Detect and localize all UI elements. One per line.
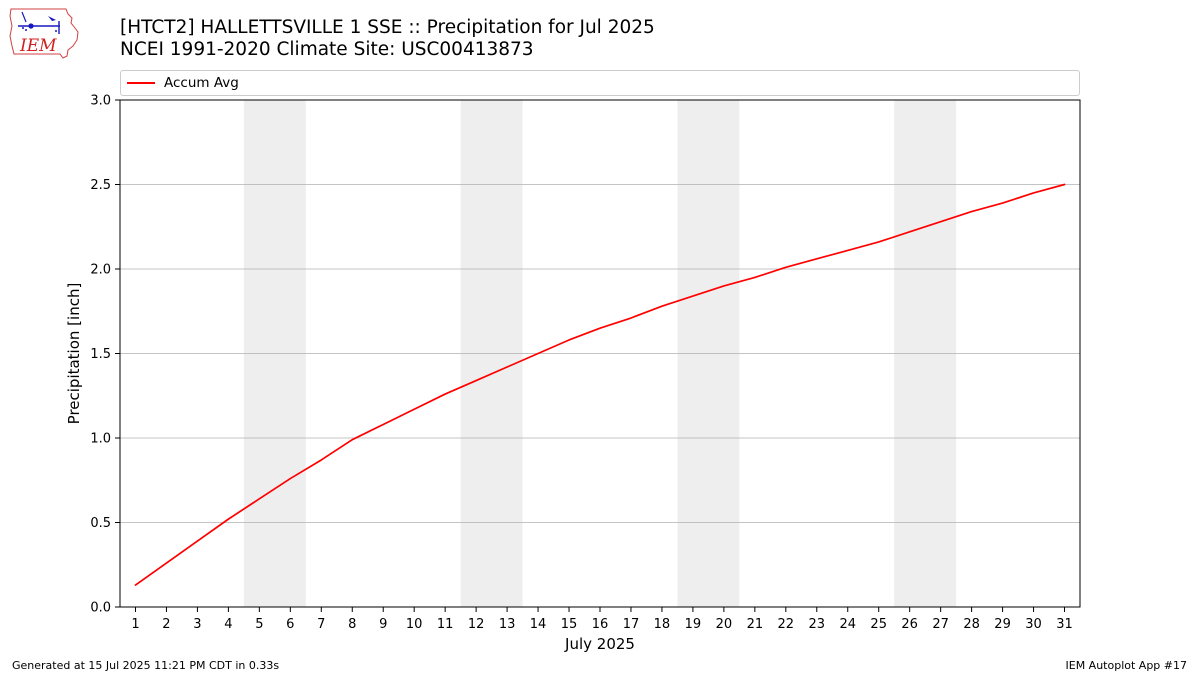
x-tick-label-3: 3 bbox=[193, 617, 201, 632]
x-tick-label-6: 6 bbox=[286, 617, 294, 632]
x-tick-label-7: 7 bbox=[317, 617, 325, 632]
generated-timestamp: Generated at 15 Jul 2025 11:21 PM CDT in… bbox=[12, 659, 280, 672]
data-point-day-28 bbox=[971, 210, 973, 213]
x-tick-label-18: 18 bbox=[654, 617, 671, 632]
data-point-day-31 bbox=[1063, 183, 1066, 186]
data-point-day-7 bbox=[320, 459, 322, 461]
data-point-day-8 bbox=[351, 439, 353, 441]
data-point-day-11 bbox=[444, 393, 446, 395]
y-tick-label-1: 0.5 bbox=[90, 516, 111, 531]
x-tick-label-10: 10 bbox=[406, 617, 423, 632]
data-point-day-22 bbox=[785, 266, 787, 268]
series-layer bbox=[134, 183, 1066, 586]
x-tick-label-20: 20 bbox=[716, 617, 733, 632]
x-tick-label-11: 11 bbox=[437, 617, 454, 632]
x-tick-label-27: 27 bbox=[932, 617, 949, 632]
x-tick-label-4: 4 bbox=[224, 617, 232, 632]
data-point-day-18 bbox=[661, 305, 663, 307]
data-point-day-21 bbox=[754, 276, 756, 279]
x-tick-label-21: 21 bbox=[747, 617, 764, 632]
x-tick-label-30: 30 bbox=[1025, 617, 1042, 632]
data-point-day-23 bbox=[816, 258, 818, 260]
data-point-day-9 bbox=[382, 423, 384, 426]
legend-label-accum-avg: Accum Avg bbox=[164, 75, 239, 91]
iem-logo: IEM bbox=[9, 8, 79, 59]
data-point-day-6 bbox=[289, 477, 291, 480]
x-axis-label: July 2025 bbox=[564, 635, 635, 653]
x-tick-label-23: 23 bbox=[809, 617, 826, 632]
x-tick-label-8: 8 bbox=[348, 617, 356, 632]
x-tick-label-15: 15 bbox=[561, 617, 578, 632]
legend: Accum Avg bbox=[120, 70, 1080, 96]
y-tick-label-0: 0.0 bbox=[90, 601, 111, 616]
x-tick-label-25: 25 bbox=[870, 617, 887, 632]
x-tick-label-29: 29 bbox=[994, 617, 1011, 632]
logo-text: IEM bbox=[19, 36, 57, 56]
data-point-day-16 bbox=[599, 327, 601, 329]
x-tick-label-14: 14 bbox=[530, 617, 547, 632]
data-point-day-13 bbox=[506, 366, 508, 368]
data-point-day-15 bbox=[568, 339, 570, 341]
data-point-day-14 bbox=[537, 352, 539, 355]
y-tick-label-5: 2.5 bbox=[90, 178, 111, 193]
x-axis-ticks: 1 2 3 4 5 6 7 8 9 10 11 12 13 14 15 16 17 18 19 20 21 22 23 24 2… bbox=[131, 607, 1073, 632]
x-tick-label-22: 22 bbox=[778, 617, 795, 632]
app-id: IEM Autoplot App #17 bbox=[1065, 659, 1188, 672]
x-tick-label-1: 1 bbox=[131, 617, 139, 632]
y-tick-label-6: 3.0 bbox=[90, 94, 111, 109]
x-tick-label-16: 16 bbox=[592, 617, 609, 632]
data-point-day-29 bbox=[1001, 202, 1004, 204]
chart-title: [HTCT2] HALLETTSVILLE 1 SSE :: Precipita… bbox=[120, 17, 655, 38]
y-axis-label: Precipitation [inch] bbox=[65, 283, 83, 425]
y-gridlines bbox=[120, 184, 1080, 523]
data-point-day-25 bbox=[878, 241, 880, 243]
x-tick-label-28: 28 bbox=[963, 617, 980, 632]
data-point-day-12 bbox=[475, 379, 477, 382]
x-tick-label-26: 26 bbox=[901, 617, 918, 632]
x-tick-label-12: 12 bbox=[468, 617, 485, 632]
y-axis-ticks: 0.0 0.5 1.0 1.5 2.0 2.5 3.0 bbox=[90, 94, 120, 616]
data-point-day-10 bbox=[413, 408, 415, 410]
x-tick-label-5: 5 bbox=[255, 617, 263, 632]
y-tick-label-2: 1.0 bbox=[90, 432, 111, 447]
x-tick-label-9: 9 bbox=[379, 617, 387, 632]
x-tick-label-17: 17 bbox=[623, 617, 640, 632]
data-point-day-17 bbox=[630, 317, 632, 319]
data-point-day-27 bbox=[940, 221, 942, 223]
data-point-day-4 bbox=[227, 518, 229, 520]
data-point-day-19 bbox=[692, 295, 694, 297]
data-point-day-5 bbox=[258, 498, 260, 500]
data-point-day-24 bbox=[847, 249, 849, 252]
iowa-state-outline-icon bbox=[9, 8, 79, 59]
x-tick-label-24: 24 bbox=[839, 617, 856, 632]
y-tick-label-3: 1.5 bbox=[90, 347, 111, 362]
x-tick-label-19: 19 bbox=[685, 617, 702, 632]
x-tick-label-13: 13 bbox=[499, 617, 516, 632]
chart-subtitle: NCEI 1991-2020 Climate Site: USC00413873 bbox=[120, 39, 534, 60]
data-point-day-1 bbox=[134, 584, 137, 586]
data-point-day-20 bbox=[723, 285, 725, 287]
data-point-day-3 bbox=[196, 540, 199, 542]
x-tick-label-2: 2 bbox=[162, 617, 170, 632]
weather-station-icon bbox=[18, 11, 60, 34]
y-tick-label-4: 2.0 bbox=[90, 263, 111, 278]
data-point-day-30 bbox=[1032, 192, 1035, 194]
legend-swatch-accum-avg bbox=[127, 82, 155, 84]
x-tick-label-31: 31 bbox=[1056, 617, 1073, 632]
data-point-day-26 bbox=[909, 231, 911, 233]
data-point-day-2 bbox=[165, 562, 168, 564]
